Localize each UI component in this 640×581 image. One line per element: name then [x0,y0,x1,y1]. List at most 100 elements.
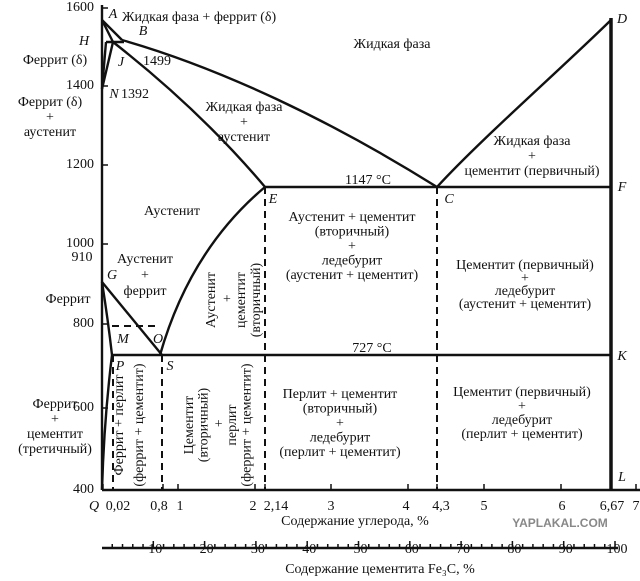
region-label: Феррит + перлит [112,375,127,476]
x2-tick-label: 60 [405,542,419,557]
region-label: аустенит [218,130,270,145]
region-label: + [215,417,223,432]
region-label: Феррит (δ) [18,95,83,110]
region-label: (третичный) [18,442,92,457]
point-label: F [617,180,627,195]
region-label: Аустенит [144,204,200,219]
diagram-lines [100,5,640,550]
region-label: + [240,115,248,130]
region-label: Жидкая фаза [494,134,572,149]
x-tick-label: 3 [328,499,335,514]
region-label: + [51,412,59,427]
x-tick-label: 4,3 [432,499,450,514]
point-label: G [107,268,117,283]
x2-tick-label: 40 [302,542,316,557]
point-label: C [444,192,454,207]
x-tick-label: 0,8 [150,499,168,514]
region-label: Феррит (δ) [23,53,88,68]
x2-tick-label: 10 [148,542,162,557]
region-label: Жидкая фаза [354,37,432,52]
y-tick-label: 400 [73,482,94,497]
point-label: K [616,349,627,364]
point-label: N [108,87,119,102]
region-label: (феррит + цементит) [132,363,147,486]
region-label: феррит [124,284,167,299]
region-label: + [336,416,344,431]
y-tick-label: 1200 [66,157,94,172]
region-label: Жидкая фаза + феррит (δ) [122,10,276,25]
region-label: перлит [225,404,240,445]
region-label: (аустенит + цементит) [459,297,592,312]
watermark: YAPLAKAL.COM [512,516,608,530]
region-label: + [528,149,536,164]
y-tick-label: 600 [73,400,94,415]
region-label: (вторичный) [315,225,390,240]
region-label: (феррит + цементит) [239,363,254,486]
region-label: + [521,271,529,286]
y-tick-label: 910 [72,250,93,265]
temperature-label: 1392 [121,87,149,102]
point-label: P [115,359,125,374]
region-label: + [46,110,54,125]
x2-tick-label: 90 [559,542,573,557]
point-label: D [616,12,627,27]
region-label: (перлит + цементит) [461,427,583,442]
x-axis-title: Содержание углерода, % [281,514,429,529]
x-tick-label: 7 [633,499,640,514]
point-label: L [617,470,626,485]
point-label: Q [89,499,99,514]
region-label: (перлит + цементит) [279,445,401,460]
x-tick-label: 1 [177,499,184,514]
x2-tick-label: 50 [354,542,368,557]
region-label: ледебурит [322,254,383,269]
region-label: Цементит [182,396,197,455]
region-label: ледебурит [310,431,371,446]
region-label: + [348,239,356,254]
point-label: S [167,359,174,374]
point-label: M [116,332,130,347]
region-label: Феррит [33,397,78,412]
x2-tick-label: 80 [507,542,521,557]
x2-tick-label: 70 [456,542,470,557]
point-label: O [153,332,163,347]
region-label: цементит [234,272,249,328]
region-label: (аустенит + цементит) [286,268,419,283]
region-label: ледебурит [492,413,553,428]
y-tick-label: 1600 [66,0,94,15]
x2-tick-label: 20 [200,542,214,557]
y-tick-label: 1000 [66,236,94,251]
temperature-label: 1499 [143,54,171,69]
temperature-label: 727 °C [352,341,391,356]
x-tick-label: 5 [481,499,488,514]
point-label: H [78,34,90,49]
region-label: + [518,399,526,414]
region-label: (вторичный) [197,387,212,462]
temperature-label: 1147 °C [345,173,391,188]
point-label: J [118,55,125,70]
region-label: аустенит [24,125,76,140]
region-label: Цементит (первичный) [453,385,591,400]
x-tick-label: 6 [559,499,566,514]
point-label: E [268,192,278,207]
x2-tick-label: 30 [251,542,265,557]
region-label: (вторичный) [303,402,378,417]
x-tick-label: 4 [403,499,410,514]
region-label: Перлит + цементит [283,387,398,402]
point-label: B [139,24,148,39]
x-tick-label: 6,67 [600,499,625,514]
region-label: Феррит [46,292,91,307]
region-label: Аустенит [117,252,173,267]
region-label: Цементит (первичный) [456,258,594,273]
x-tick-label: 0,02 [106,499,131,514]
x-tick-label: 2,14 [264,499,289,514]
x2-axis-title: Содержание цементита Fe₃C, % [285,562,475,577]
y-tick-label: 1400 [66,78,94,93]
y-tick-label: 800 [73,316,94,331]
region-label: (вторичный) [249,262,264,337]
region-label: Жидкая фаза [206,100,284,115]
region-label: + [223,292,231,307]
region-label: + [141,268,149,283]
region-label: Аустенит + цементит [289,210,416,225]
x-tick-label: 2 [250,499,257,514]
